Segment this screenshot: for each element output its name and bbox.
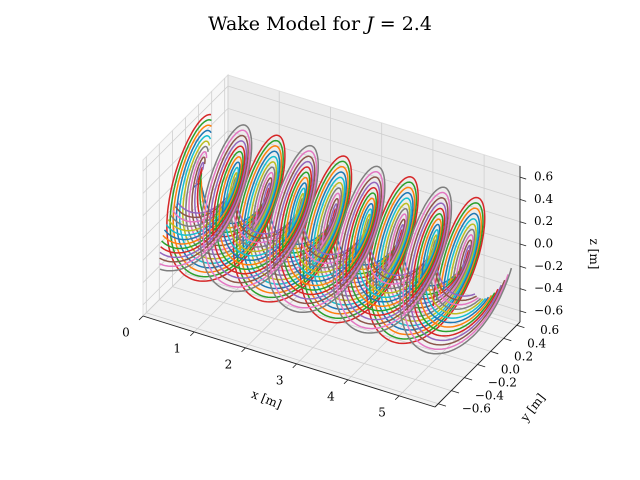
z-axis-label: z [m] — [587, 239, 601, 270]
wake-filament-line — [159, 140, 502, 342]
z-tick-mark — [519, 243, 527, 247]
grid-line-y — [158, 143, 452, 392]
x-tick-mark — [241, 347, 246, 353]
wake-filament-line — [165, 166, 487, 319]
y-tick-label: −0.6 — [462, 402, 491, 416]
chart-title-value: = 2.4 — [374, 13, 432, 35]
z-tick-label: 0.4 — [534, 192, 553, 206]
y-tick-mark — [451, 390, 460, 394]
x-tick-label: 2 — [225, 357, 233, 371]
x-tick-label: 1 — [173, 342, 181, 356]
z-tick-mark — [519, 310, 527, 314]
y-tick-label: −0.2 — [488, 376, 517, 390]
z-tick-label: −0.6 — [534, 303, 563, 317]
x-tick-label: 4 — [327, 389, 335, 403]
y-tick-label: 0.4 — [527, 336, 546, 350]
y-tick-mark — [503, 337, 512, 342]
x-tick-label: 0 — [122, 326, 130, 340]
wake-filament-line — [169, 119, 484, 340]
x-tick-label: 3 — [276, 373, 284, 387]
grid-line-y — [145, 156, 439, 405]
y-tick-mark — [490, 351, 499, 355]
grid-line-z — [142, 107, 521, 200]
z-tick-mark — [519, 176, 527, 180]
wake-filaments — [159, 113, 513, 355]
grid-line-x — [142, 75, 229, 317]
grid-line-x — [347, 138, 434, 381]
x-tick-mark — [343, 379, 349, 385]
z-tick-label: 0.6 — [534, 170, 553, 184]
x-tick-mark — [138, 315, 144, 321]
z-tick-label: −0.4 — [534, 281, 564, 295]
wake-filament-line — [161, 150, 496, 333]
z-tick-mark — [519, 199, 527, 202]
y-tick-label: 0.0 — [501, 362, 520, 376]
z-tick-label: 0.2 — [534, 214, 553, 228]
x-tick-label: 5 — [378, 405, 386, 419]
chart-title-variable: J — [362, 13, 375, 35]
y-tick-label: 0.2 — [514, 349, 533, 363]
z-tick-label: 0.0 — [534, 237, 553, 251]
y-tick-mark — [464, 377, 473, 381]
chart-title-prefix: Wake Model for — [208, 13, 366, 35]
x-axis-line — [142, 315, 436, 408]
wake-filament-line — [162, 156, 493, 328]
x-axis-label: x [m] — [249, 387, 283, 412]
wake-filament-line — [167, 172, 484, 315]
x-tick-mark — [292, 363, 297, 369]
y-tick-mark — [516, 324, 525, 329]
y-tick-label: 0.6 — [540, 323, 559, 337]
y-tick-mark — [477, 364, 486, 368]
y-tick-label: −0.4 — [475, 389, 505, 403]
grid-line-z — [142, 85, 521, 178]
z-tick-mark — [519, 221, 527, 225]
chart-title: Wake Model for J = 2.4 — [208, 13, 432, 35]
wake-filament-line — [172, 124, 482, 336]
y-axis-label: y [m] — [517, 391, 548, 425]
wake-filament-line — [159, 124, 513, 355]
y-tick-mark — [438, 403, 447, 407]
x-tick-mark — [190, 331, 195, 337]
wake-filament-line — [160, 145, 499, 337]
z-tick-label: −0.2 — [534, 259, 563, 273]
z-tick-mark — [519, 288, 527, 291]
wake-filament-line — [159, 129, 509, 351]
wake-filament-line — [163, 161, 490, 324]
x-tick-mark — [394, 395, 400, 401]
z-tick-mark — [519, 265, 527, 269]
grid-line-x — [296, 122, 383, 365]
